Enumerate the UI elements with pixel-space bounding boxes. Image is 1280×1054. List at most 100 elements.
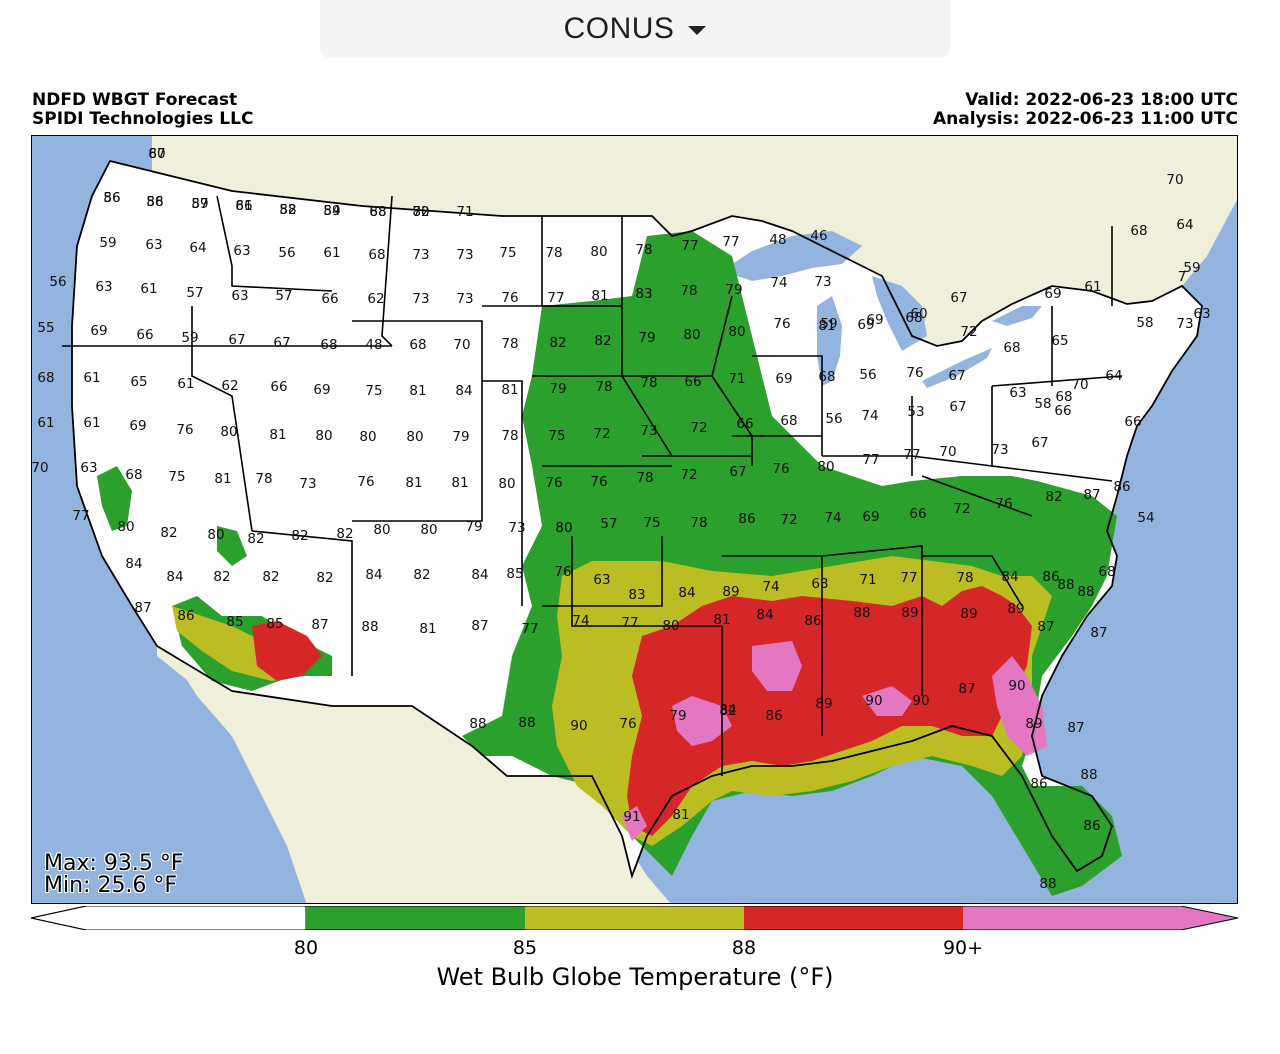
station-value: 78	[680, 283, 697, 299]
station-value: 80	[817, 459, 834, 475]
station-value: 85	[506, 566, 523, 582]
station-value: 56	[825, 411, 842, 427]
lake-huron	[872, 276, 927, 351]
station-value: 78	[956, 570, 973, 586]
station-value: 88	[361, 619, 378, 635]
station-value: 67	[949, 399, 966, 415]
station-value: 80	[555, 520, 572, 536]
station-value: 61	[235, 198, 252, 214]
station-value: 59	[323, 203, 340, 219]
station-value: 70	[939, 444, 956, 460]
station-value: 86	[765, 708, 782, 724]
station-value: 74	[861, 408, 878, 424]
station-value: 72	[593, 426, 610, 442]
station-value: 90	[1008, 678, 1025, 694]
station-value: 76	[176, 422, 193, 438]
station-value: 74	[770, 275, 787, 291]
station-value: 82	[247, 531, 264, 547]
station-value: 48	[769, 232, 786, 248]
station-value: 73	[299, 476, 316, 492]
station-value: 78	[640, 375, 657, 391]
station-value: 66	[684, 374, 701, 390]
colorbar-tick-85: 85	[512, 937, 538, 959]
station-value: 70	[1166, 172, 1183, 188]
station-value: 86	[146, 194, 163, 210]
station-value: 78	[545, 245, 562, 261]
station-value: 59	[1183, 260, 1200, 276]
station-value: 84	[471, 567, 488, 583]
station-value: 77	[621, 615, 638, 631]
station-value: 63	[1193, 306, 1210, 322]
station-value: 64	[189, 240, 206, 256]
wbgt-map: 60 56 58 57 61 58 59 68 70 71 59 63 64 63 56 61 68 73 73 75…	[31, 135, 1238, 904]
station-value: 86	[804, 613, 821, 629]
station-value: 68	[409, 337, 426, 353]
station-value: 64	[1176, 217, 1193, 233]
region-dropdown[interactable]: CONUS	[320, 0, 950, 58]
canada-land	[152, 136, 1237, 346]
conus-outline	[71, 159, 1203, 880]
station-value: 78	[255, 471, 272, 487]
station-value: 84	[455, 383, 472, 399]
colorbar-title: Wet Bulb Globe Temperature (°F)	[436, 963, 834, 991]
station-value: 67	[273, 335, 290, 351]
station-value: 61	[83, 415, 100, 431]
station-value: 69	[313, 382, 330, 398]
station-value: 72	[690, 420, 707, 436]
station-value: 73	[640, 423, 657, 439]
map-title-block: NDFD WBGT Forecast SPIDI Technologies LL…	[32, 91, 253, 129]
station-value: 68	[37, 370, 54, 386]
station-value: 71	[859, 572, 876, 588]
station-value: 81	[818, 318, 835, 334]
station-value: 67	[950, 290, 967, 306]
station-value: 81	[713, 612, 730, 628]
station-value: 86	[177, 608, 194, 624]
station-value: 76	[772, 461, 789, 477]
station-value: 84	[756, 607, 773, 623]
station-value: 81	[672, 807, 689, 823]
station-value: 78	[636, 470, 653, 486]
station-value: 68	[1003, 340, 1020, 356]
station-value: 84	[166, 569, 183, 585]
station-value: 65	[1051, 333, 1068, 349]
station-value: 88	[853, 605, 870, 621]
station-value: 76	[619, 716, 636, 732]
station-value: 7	[1178, 269, 1187, 285]
lake-superior	[722, 231, 862, 281]
colorbar-tick-88: 88	[731, 937, 757, 959]
station-value: 75	[365, 383, 382, 399]
station-value: 78	[501, 336, 518, 352]
station-value: 82	[549, 335, 566, 351]
station-value: 90	[865, 693, 882, 709]
station-value: 48	[365, 337, 382, 353]
chevron-down-icon[interactable]	[688, 25, 707, 35]
station-value: 88	[518, 715, 535, 731]
station-value: 89	[1007, 601, 1024, 617]
station-value: 86	[738, 511, 755, 527]
station-value: 80	[683, 327, 700, 343]
station-value: 56	[49, 274, 66, 290]
station-value: 87	[471, 618, 488, 634]
station-value: 78	[501, 428, 518, 444]
station-value: 63	[145, 237, 162, 253]
station-value: 91	[623, 809, 640, 825]
station-value: 79	[725, 282, 742, 298]
station-value: 64	[1105, 368, 1122, 384]
station-value: 62	[367, 291, 384, 307]
station-value: 86	[1113, 479, 1130, 495]
station-value: 68	[905, 310, 922, 326]
station-value: 76	[590, 474, 607, 490]
station-value: 67	[729, 464, 746, 480]
station-value: 68	[780, 413, 797, 429]
station-value: 67	[948, 368, 965, 384]
station-value: 58	[146, 194, 163, 210]
station-value: 81	[269, 427, 286, 443]
station-value: 79	[669, 708, 686, 724]
station-value: 77	[903, 447, 920, 463]
station-value: 61	[1084, 279, 1101, 295]
station-value: 60	[910, 306, 927, 322]
station-value: 66	[909, 506, 926, 522]
station-value: 77	[547, 290, 564, 306]
lake-ontario	[992, 306, 1042, 326]
station-value: 84	[1001, 569, 1018, 585]
